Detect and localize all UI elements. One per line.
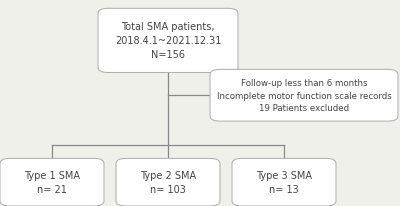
FancyBboxPatch shape — [232, 159, 336, 206]
Text: Type 1 SMA
n= 21: Type 1 SMA n= 21 — [24, 170, 80, 194]
FancyBboxPatch shape — [116, 159, 220, 206]
FancyBboxPatch shape — [98, 9, 238, 73]
Text: Total SMA patients,
2018.4.1~2021.12.31
N=156: Total SMA patients, 2018.4.1~2021.12.31 … — [115, 22, 221, 60]
FancyBboxPatch shape — [0, 159, 104, 206]
FancyBboxPatch shape — [210, 70, 398, 122]
Text: Follow-up less than 6 months
Incomplete motor function scale records
19 Patients: Follow-up less than 6 months Incomplete … — [217, 79, 391, 113]
Text: Type 2 SMA
n= 103: Type 2 SMA n= 103 — [140, 170, 196, 194]
Text: Type 3 SMA
n= 13: Type 3 SMA n= 13 — [256, 170, 312, 194]
